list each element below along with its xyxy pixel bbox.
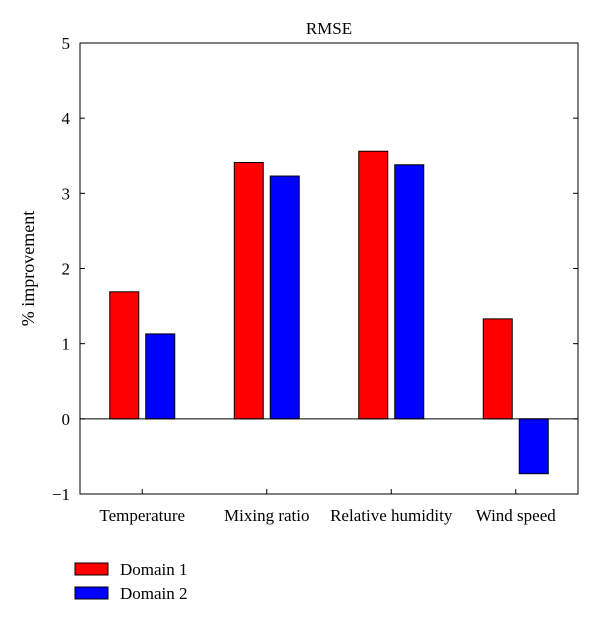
plot-frame: [79, 42, 579, 495]
y-tick-label: −1: [52, 485, 70, 504]
x-category-label: Temperature: [99, 506, 185, 525]
x-category-label: Relative humidity: [330, 506, 453, 525]
chart-title: RMSE: [306, 19, 352, 38]
y-tick-label: 5: [62, 34, 71, 53]
bar-1: [482, 318, 513, 420]
legend-label: Domain 2: [120, 584, 188, 603]
x-axis-categories: Temperature Mixing ratio Relative humidity…: [99, 489, 556, 525]
y-axis-label: % improvement: [18, 211, 38, 326]
legend-swatch: [74, 586, 109, 600]
y-tick-label: 4: [62, 109, 71, 128]
bar-2: [518, 418, 549, 475]
y-axis-ticks: −1 0 1 2 3 4 5: [52, 34, 578, 504]
bar-2: [394, 164, 425, 420]
y-tick-label: 0: [62, 410, 71, 429]
x-category-label: Mixing ratio: [224, 506, 309, 525]
legend-label: Domain 1: [120, 560, 188, 579]
bar-2: [145, 333, 176, 420]
y-tick-label: 2: [62, 260, 71, 279]
x-category-label: Wind speed: [476, 506, 557, 525]
bar-1: [233, 162, 264, 420]
bar-1: [358, 150, 389, 420]
y-tick-label: 1: [62, 335, 71, 354]
legend: Domain 1 Domain 2: [74, 560, 188, 603]
bar-2: [269, 175, 300, 420]
legend-swatch: [74, 562, 109, 576]
bar-1: [109, 291, 140, 420]
y-tick-label: 3: [62, 184, 71, 203]
bars-layer: [109, 150, 549, 475]
